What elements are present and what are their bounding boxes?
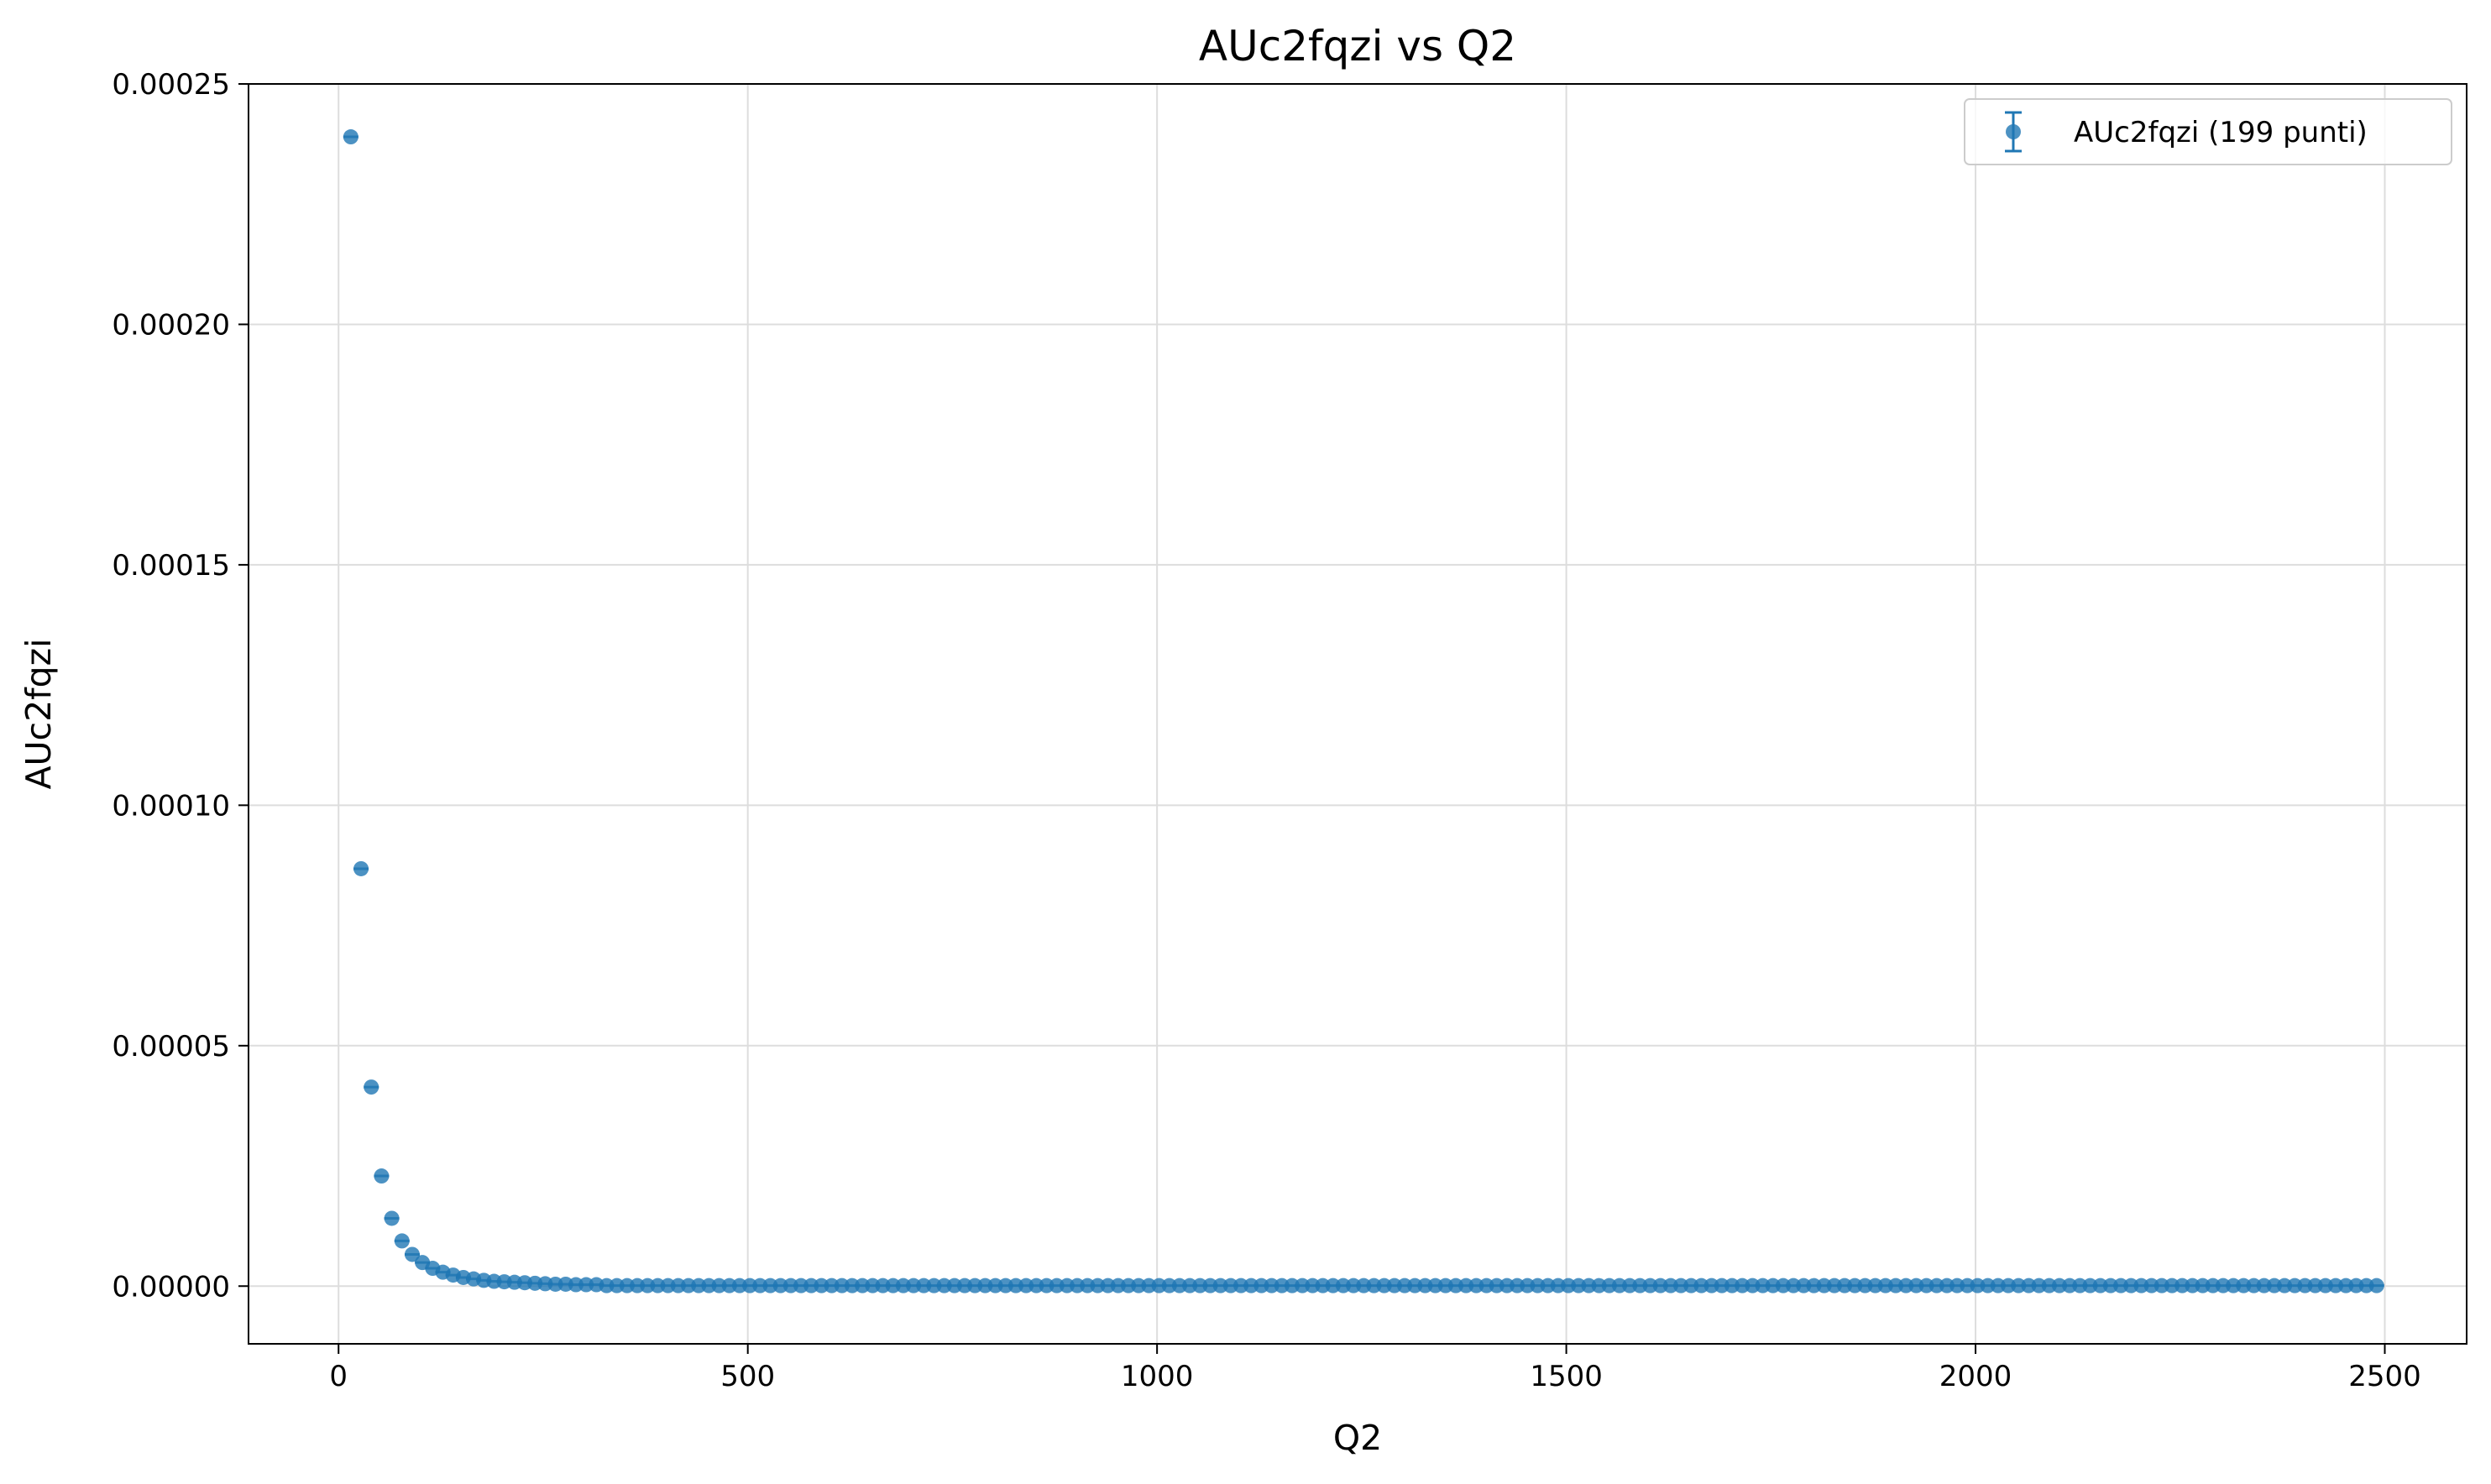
y-tick-label: 0.00025 [112, 68, 230, 102]
x-tick-label: 1000 [1121, 1360, 1194, 1393]
data-point [364, 1079, 379, 1095]
legend-point [2006, 124, 2021, 139]
y-tick-label: 0.00020 [112, 308, 230, 342]
data-points [343, 129, 2384, 1293]
data-point [374, 1168, 390, 1184]
data-point [394, 1233, 410, 1249]
x-axis-label: Q2 [1333, 1418, 1382, 1458]
x-tick-label: 1500 [1530, 1360, 1603, 1393]
plot-frame [248, 83, 2467, 1345]
legend-label: AUc2fqzi (199 punti) [2074, 116, 2368, 149]
legend-box [1964, 98, 2452, 165]
ticks: 0 500 1000 1500 2000 2500 0.00000 0.00005 0.0001… [112, 68, 2420, 1393]
x-tick-label: 2000 [1939, 1360, 2012, 1393]
data-point [404, 1246, 420, 1262]
x-tick-label: 500 [720, 1360, 775, 1393]
data-point [353, 860, 369, 876]
y-axis-label: AUc2fqzi [18, 638, 59, 789]
x-tick-label: 0 [329, 1360, 348, 1393]
data-point [2368, 1278, 2384, 1293]
chart-title: AUc2fqzi vs Q2 [1199, 22, 1516, 71]
data-point [384, 1210, 400, 1226]
y-tick-label: 0.00005 [112, 1030, 230, 1063]
y-tick-label: 0.00010 [112, 789, 230, 823]
legend: AUc2fqzi (199 punti) [1964, 98, 2452, 165]
data-point [343, 129, 358, 145]
legend-marker [2005, 111, 2022, 153]
x-tick-label: 2500 [2348, 1360, 2421, 1393]
y-tick-label: 0.00015 [112, 549, 230, 583]
y-tick-label: 0.00000 [112, 1270, 230, 1304]
